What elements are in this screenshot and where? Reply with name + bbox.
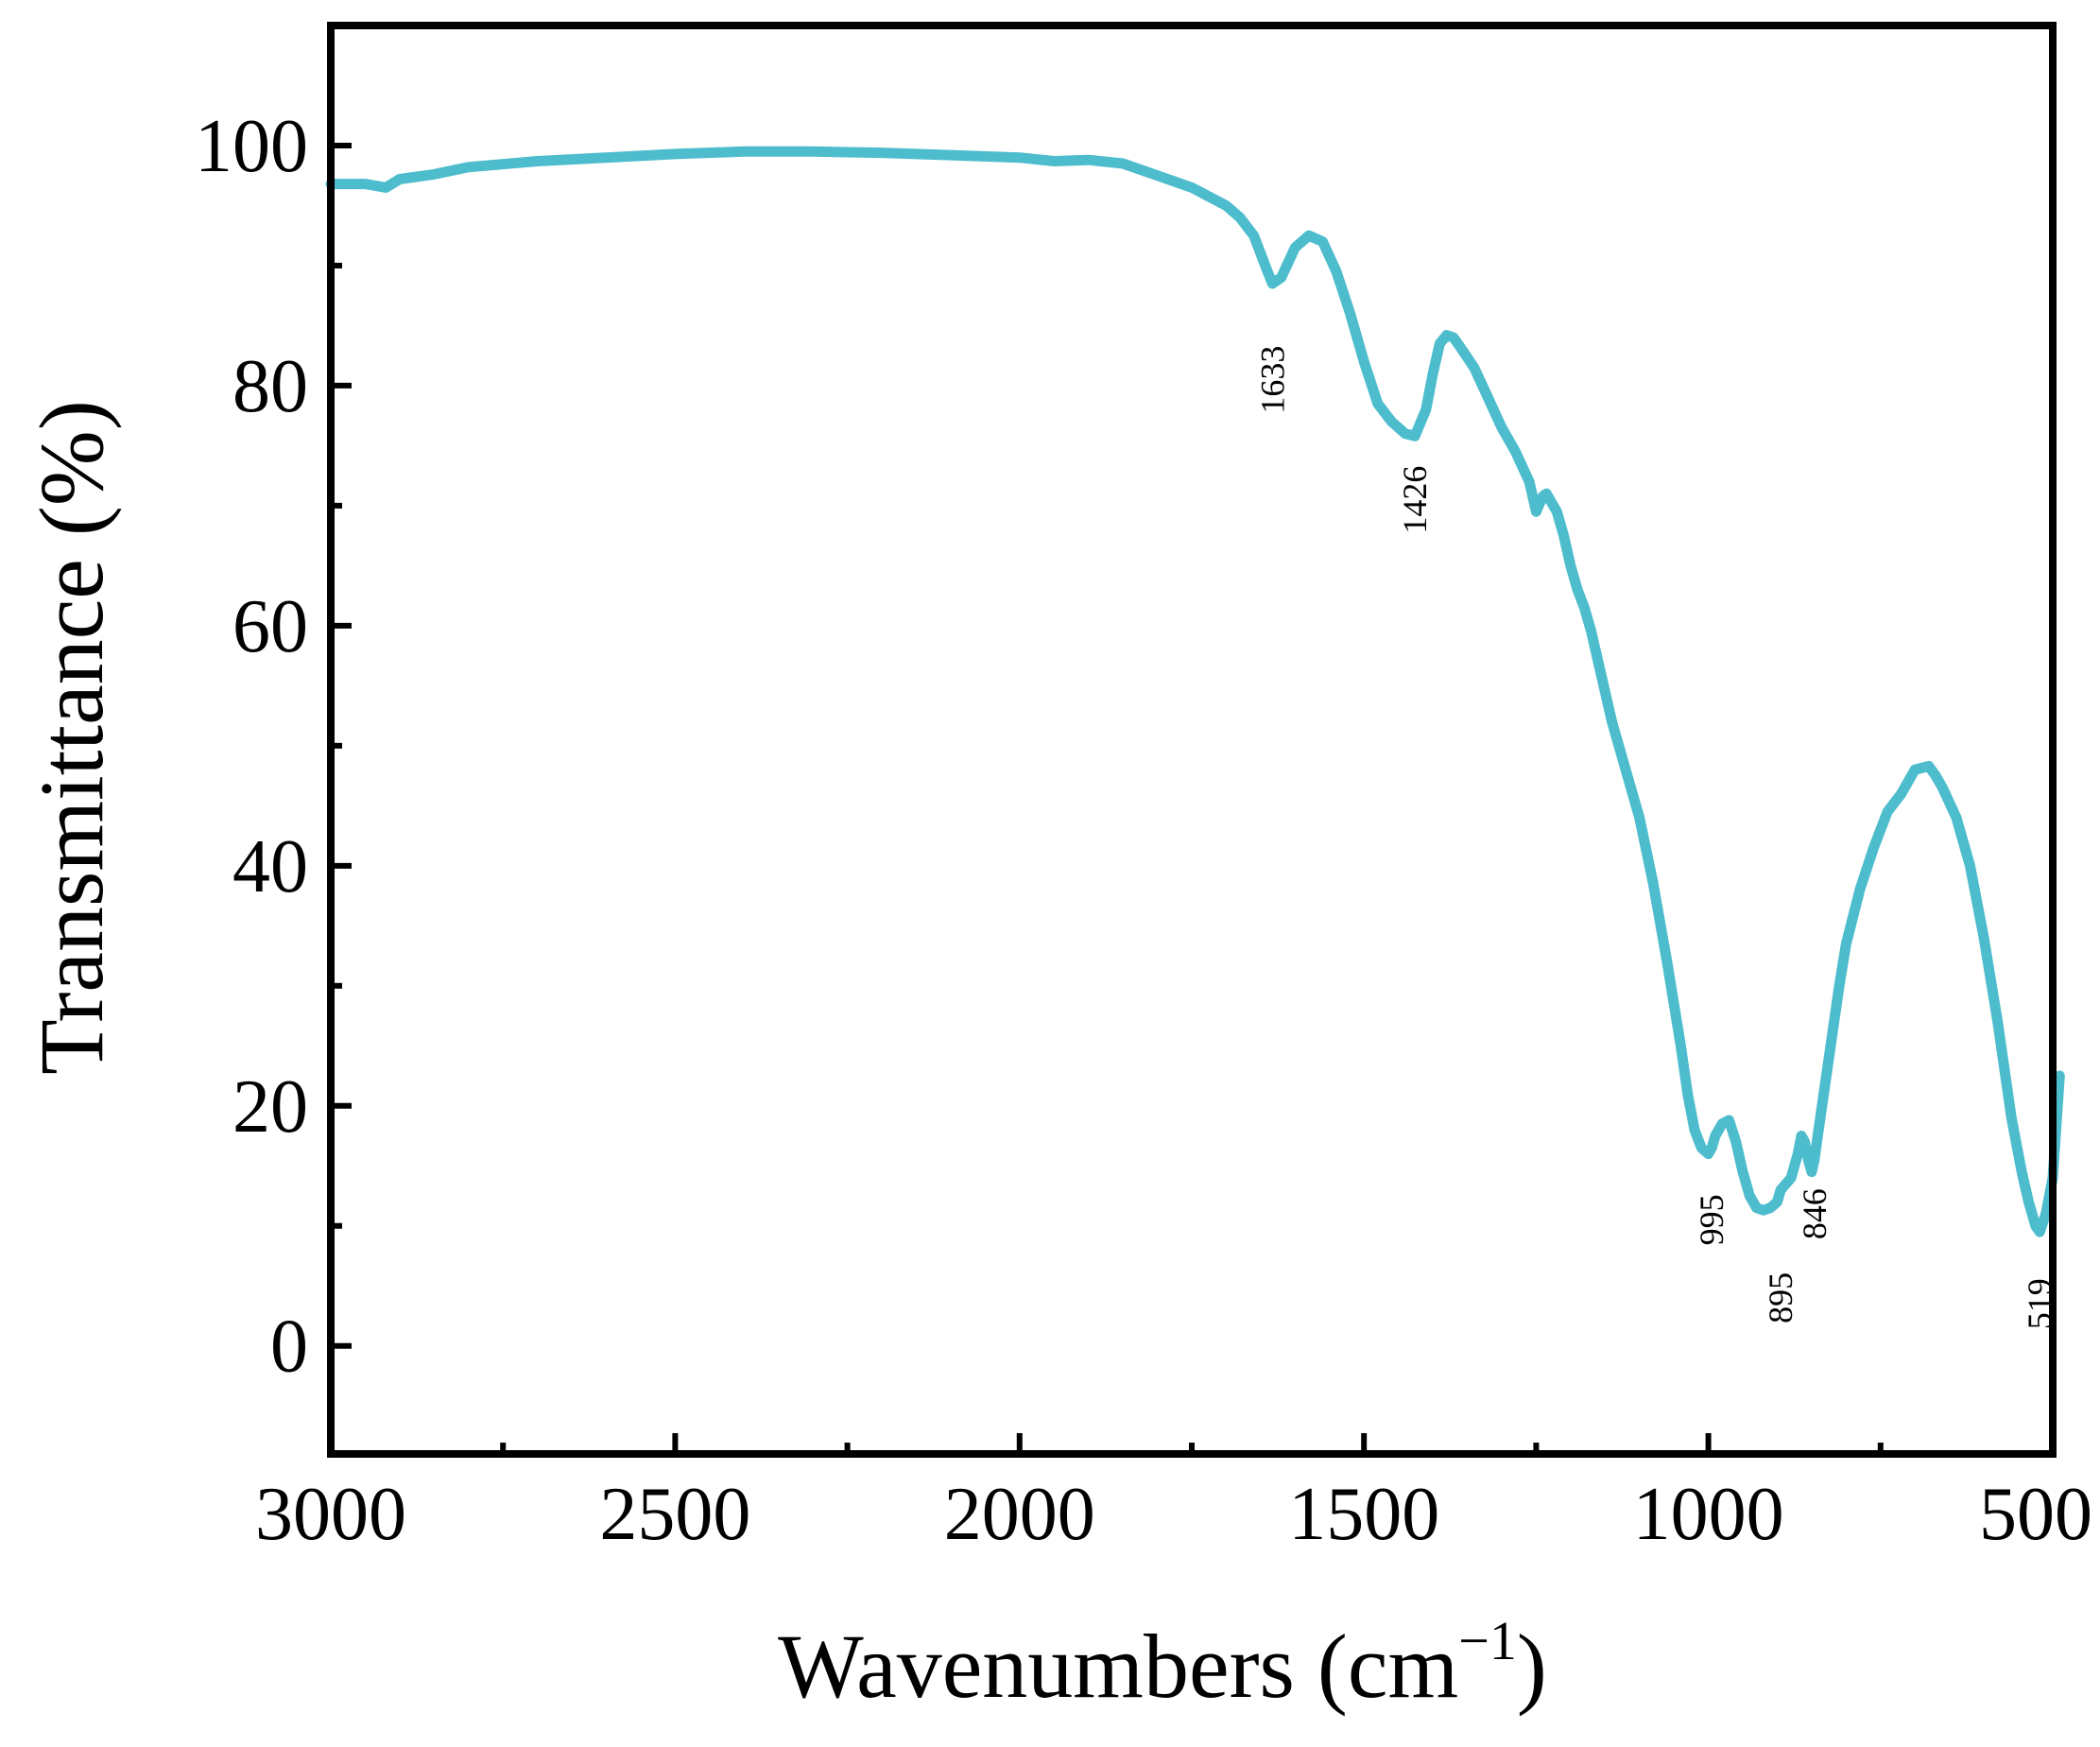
y-tick-label: 60: [232, 585, 308, 668]
y-tick-labels: 0 20 40 60 80 100: [195, 105, 308, 1389]
x-axis-title-superscript: −1: [1458, 1610, 1517, 1671]
peak-label: 1426: [1396, 466, 1434, 534]
x-axis-title-close: ): [1517, 1616, 1547, 1717]
y-axis-title: Transmittance (%): [21, 400, 122, 1075]
peak-label: 895: [1762, 1272, 1799, 1323]
x-tick-label: 2000: [944, 1473, 1095, 1556]
x-tick-label: 1500: [1288, 1473, 1439, 1556]
y-tick-label: 80: [232, 345, 308, 428]
x-tick-label: 2500: [599, 1473, 750, 1556]
y-tick-label: 0: [270, 1306, 308, 1389]
y-tick-label: 40: [232, 825, 308, 908]
peak-label: 846: [1796, 1188, 1833, 1239]
x-tick-label: 500: [1979, 1473, 2092, 1556]
spectrum-line: [325, 146, 2065, 1237]
peak-label: 995: [1693, 1194, 1730, 1245]
x-axis-title-main: Wavenumbers (cm: [778, 1616, 1458, 1717]
peak-label: 1633: [1253, 346, 1291, 414]
x-tick-label: 1000: [1633, 1473, 1784, 1556]
plot-frame: [327, 22, 2057, 1458]
y-tick-label: 20: [232, 1065, 308, 1149]
x-axis-title: Wavenumbers (cm−1): [778, 1610, 1547, 1717]
x-tick-label: 3000: [255, 1473, 406, 1556]
x-tick-labels: 3000 2500 2000 1500 1000 500: [255, 1473, 2092, 1556]
y-tick-label: 100: [195, 105, 308, 188]
